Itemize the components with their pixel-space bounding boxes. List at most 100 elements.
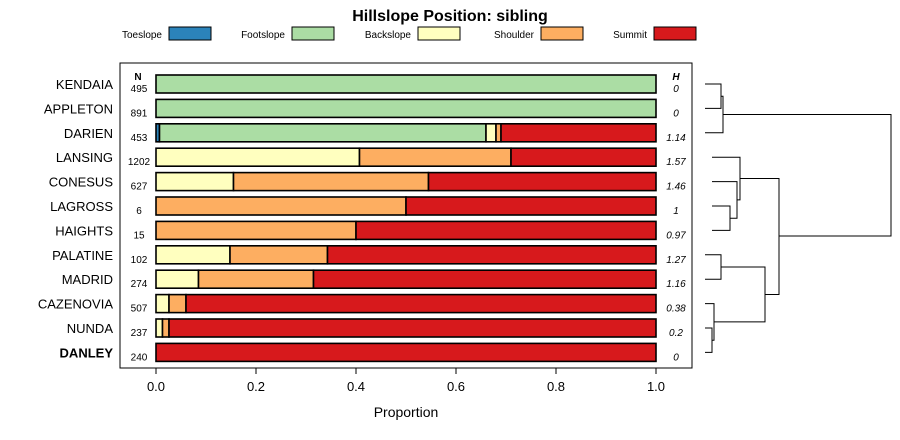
dendrogram-branch	[712, 205, 731, 231]
bar-segment-shoulder	[197, 269, 315, 290]
bar-segment-shoulder	[161, 318, 170, 338]
dendrogram-branch	[714, 266, 766, 323]
bar-segment-shoulder	[232, 171, 430, 192]
bar-segment-backslope	[155, 269, 200, 290]
row-label: MADRID	[62, 272, 113, 287]
x-tick-label: 0.0	[147, 379, 165, 394]
bar-row-kendaia: KENDAIA 495 0	[56, 74, 679, 95]
n-value: 627	[131, 182, 148, 193]
bar-segment-shoulder	[155, 220, 357, 241]
row-label: KENDAIA	[56, 77, 113, 92]
bar-segment-summit	[355, 220, 657, 241]
n-value: 495	[131, 84, 148, 95]
h-value: 1.16	[666, 279, 686, 290]
legend-label-toeslope: Toeslope	[122, 30, 162, 41]
bar-segment-footslope	[155, 98, 657, 119]
h-value: 0	[673, 108, 679, 119]
x-tick-label: 1.0	[647, 379, 665, 394]
bar-segment-summit	[427, 171, 657, 192]
legend-swatch-backslope	[417, 26, 461, 41]
row-label: NUNDA	[67, 321, 114, 336]
x-tick-label: 0.6	[447, 379, 465, 394]
row-label: LAGROSS	[50, 199, 113, 214]
bar-segment-shoulder	[155, 196, 407, 216]
h-value: 1.14	[666, 133, 686, 144]
legend-swatch-footslope	[291, 26, 335, 41]
bar-row-lagross: LAGROSS 6 1	[50, 196, 679, 217]
dendrogram-branch	[712, 181, 738, 219]
bar-segment-shoulder	[168, 293, 187, 314]
legend-swatch-summit	[653, 26, 697, 41]
x-tick-label: 0.2	[247, 379, 265, 394]
h-value: 0.97	[666, 230, 686, 241]
dendrogram-branch	[705, 95, 724, 134]
n-value: 891	[131, 108, 148, 119]
bar-segment-backslope	[155, 171, 235, 192]
h-value: 0	[673, 84, 679, 95]
legend: Toeslope Footslope Backslope Shoulder Summit	[122, 26, 697, 41]
legend-label-footslope: Footslope	[241, 30, 285, 41]
row-label: PALATINE	[52, 248, 113, 263]
bar-segment-footslope	[155, 74, 657, 94]
n-value: 453	[131, 133, 148, 144]
row-label: HAIGHTS	[55, 223, 113, 238]
n-value: 1202	[128, 157, 151, 168]
bar-row-danley: DANLEY 240 0	[60, 342, 679, 363]
legend-label-summit: Summit	[613, 30, 647, 41]
bar-row-lansing: LANSING 1202 1.57	[56, 147, 686, 168]
bar-segment-summit	[185, 293, 657, 314]
n-value: 274	[131, 279, 148, 290]
h-value: 1.57	[666, 157, 686, 168]
n-value: 6	[136, 206, 142, 217]
legend-label-shoulder: Shoulder	[494, 30, 535, 41]
bar-segment-shoulder	[358, 147, 512, 167]
dendrogram-branch	[705, 303, 715, 341]
bar-row-nunda: NUNDA 237 0.2	[67, 318, 683, 339]
row-label: CONESUS	[49, 175, 114, 190]
bar-row-appleton: APPLETON 891 0	[44, 98, 679, 119]
bar-segment-summit	[510, 147, 657, 167]
row-label: DARIEN	[64, 126, 113, 141]
dendrogram-branch	[705, 327, 713, 353]
n-value: 240	[131, 352, 148, 363]
legend-label-backslope: Backslope	[365, 30, 412, 41]
bar-segment-backslope	[155, 293, 170, 314]
bar-row-palatine: PALATINE 102 1.27	[52, 245, 686, 266]
bar-segment-footslope	[158, 123, 487, 143]
h-value: 1.27	[666, 255, 686, 266]
chart-title: Hillslope Position: sibling	[352, 8, 548, 25]
dendrogram-branch	[740, 178, 780, 295]
row-label: LANSING	[56, 150, 113, 165]
bar-segment-shoulder	[229, 245, 329, 265]
h-value: 1.46	[666, 182, 686, 193]
bar-segment-summit	[155, 342, 657, 363]
legend-swatch-toeslope	[168, 26, 212, 41]
x-axis-title: Proportion	[374, 404, 439, 420]
x-axis: 0.0 0.2 0.4 0.6 0.8 1.0	[147, 368, 665, 394]
bar-rows: KENDAIA 495 0 APPLETON 891 0 DARIEN 453 1.14 LANS…	[38, 74, 686, 363]
dendrogram-branch	[712, 156, 741, 201]
plot-panel	[119, 62, 693, 369]
row-label: CAZENOVIA	[38, 297, 113, 312]
bar-segment-backslope	[485, 123, 497, 143]
x-tick-label: 0.8	[547, 379, 565, 394]
bar-segment-summit	[326, 245, 657, 265]
n-value: 507	[131, 304, 148, 315]
bar-segment-backslope	[155, 318, 164, 338]
bar-segment-backslope	[155, 245, 231, 265]
bar-row-darien: DARIEN 453 1.14	[64, 123, 686, 144]
x-tick-label: 0.4	[347, 379, 365, 394]
dendrogram-branch	[705, 254, 722, 280]
bar-row-madrid: MADRID 274 1.16	[62, 269, 686, 290]
bar-row-conesus: CONESUS 627 1.46	[49, 171, 686, 193]
row-label: DANLEY	[60, 345, 114, 360]
h-value: 0	[673, 352, 679, 363]
n-column-header: N	[134, 72, 141, 83]
dendrogram-branch	[723, 114, 892, 237]
h-value: 0.2	[669, 328, 683, 339]
bar-segment-summit	[168, 318, 657, 338]
bar-row-haights: HAIGHTS 15 0.97	[55, 220, 686, 241]
dendrogram-branch	[705, 83, 722, 109]
n-value: 102	[131, 255, 148, 266]
